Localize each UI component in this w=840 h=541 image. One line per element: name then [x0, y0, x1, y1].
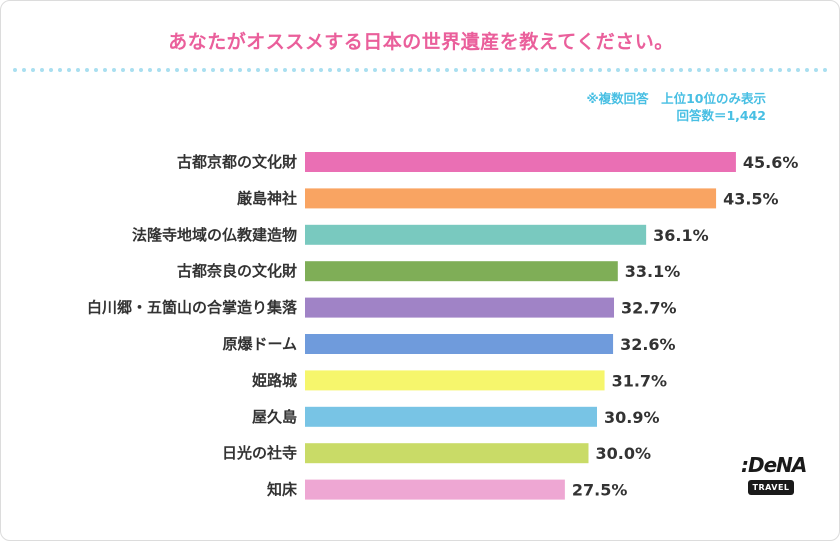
category-label: 原爆ドーム	[222, 335, 297, 353]
survey-note: ※複数回答 上位10位のみ表示 回答数＝1,442	[586, 90, 766, 124]
note-line-2: 回答数＝1,442	[676, 108, 766, 123]
category-label: 古都奈良の文化財	[177, 262, 297, 280]
value-label: 43.5%	[723, 189, 779, 208]
value-label: 30.9%	[604, 408, 660, 427]
value-label: 32.7%	[621, 299, 677, 318]
note-line-1: ※複数回答 上位10位のみ表示	[586, 91, 766, 106]
logo-sub: TRAVEL	[748, 480, 794, 495]
category-label: 姫路城	[252, 371, 297, 389]
category-label: 法隆寺地域の仏教建造物	[132, 226, 297, 244]
dena-travel-logo: :DeNA TRAVEL	[741, 453, 807, 509]
value-label: 36.1%	[653, 226, 709, 245]
category-label: 白川郷・五箇山の合掌造り集落	[87, 299, 298, 317]
value-label: 45.6%	[743, 153, 799, 172]
category-label: 日光の社寺	[222, 444, 297, 462]
bar	[305, 152, 736, 172]
value-label: 31.7%	[612, 371, 668, 390]
category-label: 知床	[267, 481, 298, 499]
value-label: 33.1%	[625, 262, 681, 281]
bar	[305, 406, 598, 427]
bar	[305, 370, 605, 391]
dotted-divider	[13, 68, 827, 72]
bar	[305, 261, 618, 282]
bar	[305, 443, 589, 464]
category-label: 古都京都の文化財	[177, 153, 297, 171]
category-label: 屋久島	[252, 408, 297, 426]
value-label: 32.6%	[620, 335, 676, 354]
bar	[305, 297, 615, 318]
bar	[305, 188, 717, 209]
chart-title: あなたがオススメする日本の世界遺産を教えてください。	[168, 31, 674, 53]
value-label: 27.5%	[572, 481, 628, 500]
category-label: 厳島神社	[237, 189, 297, 207]
bar	[305, 334, 614, 354]
logo-brand: :DeNA	[741, 453, 807, 477]
value-label: 30.0%	[596, 444, 652, 463]
bar	[305, 224, 647, 245]
bar	[305, 479, 565, 500]
